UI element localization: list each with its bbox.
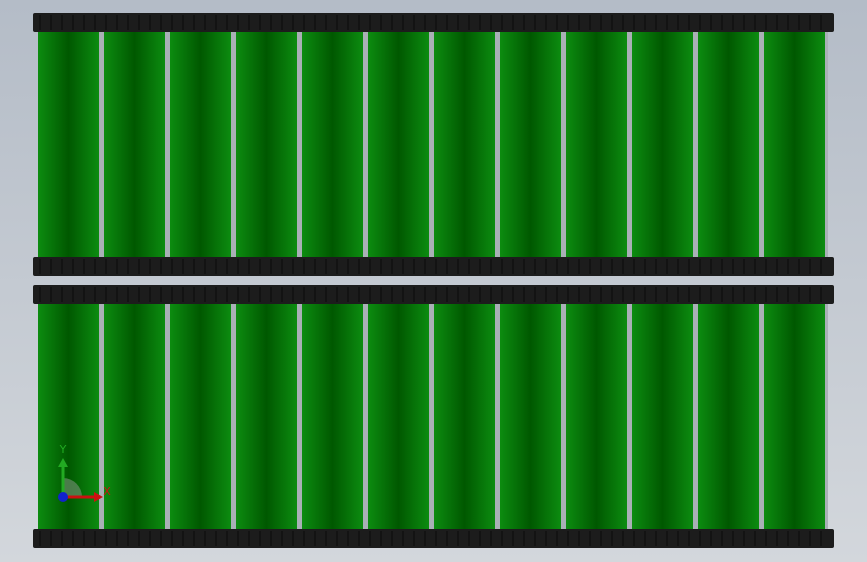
roller <box>566 31 627 259</box>
side-rail <box>33 13 834 32</box>
conveyor-model <box>33 13 834 548</box>
roller <box>434 303 495 531</box>
roller <box>632 31 693 259</box>
roller <box>632 303 693 531</box>
roller <box>764 31 825 259</box>
y-axis-head <box>58 458 68 467</box>
roller <box>236 31 297 259</box>
roller <box>566 303 627 531</box>
roller <box>104 31 165 259</box>
x-axis-head <box>94 492 103 502</box>
roller <box>698 31 759 259</box>
side-rail <box>33 257 834 276</box>
roller <box>698 303 759 531</box>
z-axis-dot <box>58 492 68 502</box>
roller <box>764 303 825 531</box>
roller-gap <box>38 303 828 531</box>
roller <box>104 303 165 531</box>
roller <box>434 31 495 259</box>
roller <box>500 303 561 531</box>
roller-gap <box>38 31 828 259</box>
side-rail <box>33 529 834 548</box>
roller <box>302 303 363 531</box>
roller <box>368 31 429 259</box>
roller <box>38 31 99 259</box>
roller <box>236 303 297 531</box>
triad-plane <box>63 478 82 497</box>
axis-triad: Y X <box>58 443 111 502</box>
roller <box>500 31 561 259</box>
roller <box>302 31 363 259</box>
x-axis-label: X <box>103 485 111 498</box>
side-rail <box>33 285 834 304</box>
roller <box>170 31 231 259</box>
roller <box>368 303 429 531</box>
roller <box>170 303 231 531</box>
y-axis-label: Y <box>59 443 67 456</box>
